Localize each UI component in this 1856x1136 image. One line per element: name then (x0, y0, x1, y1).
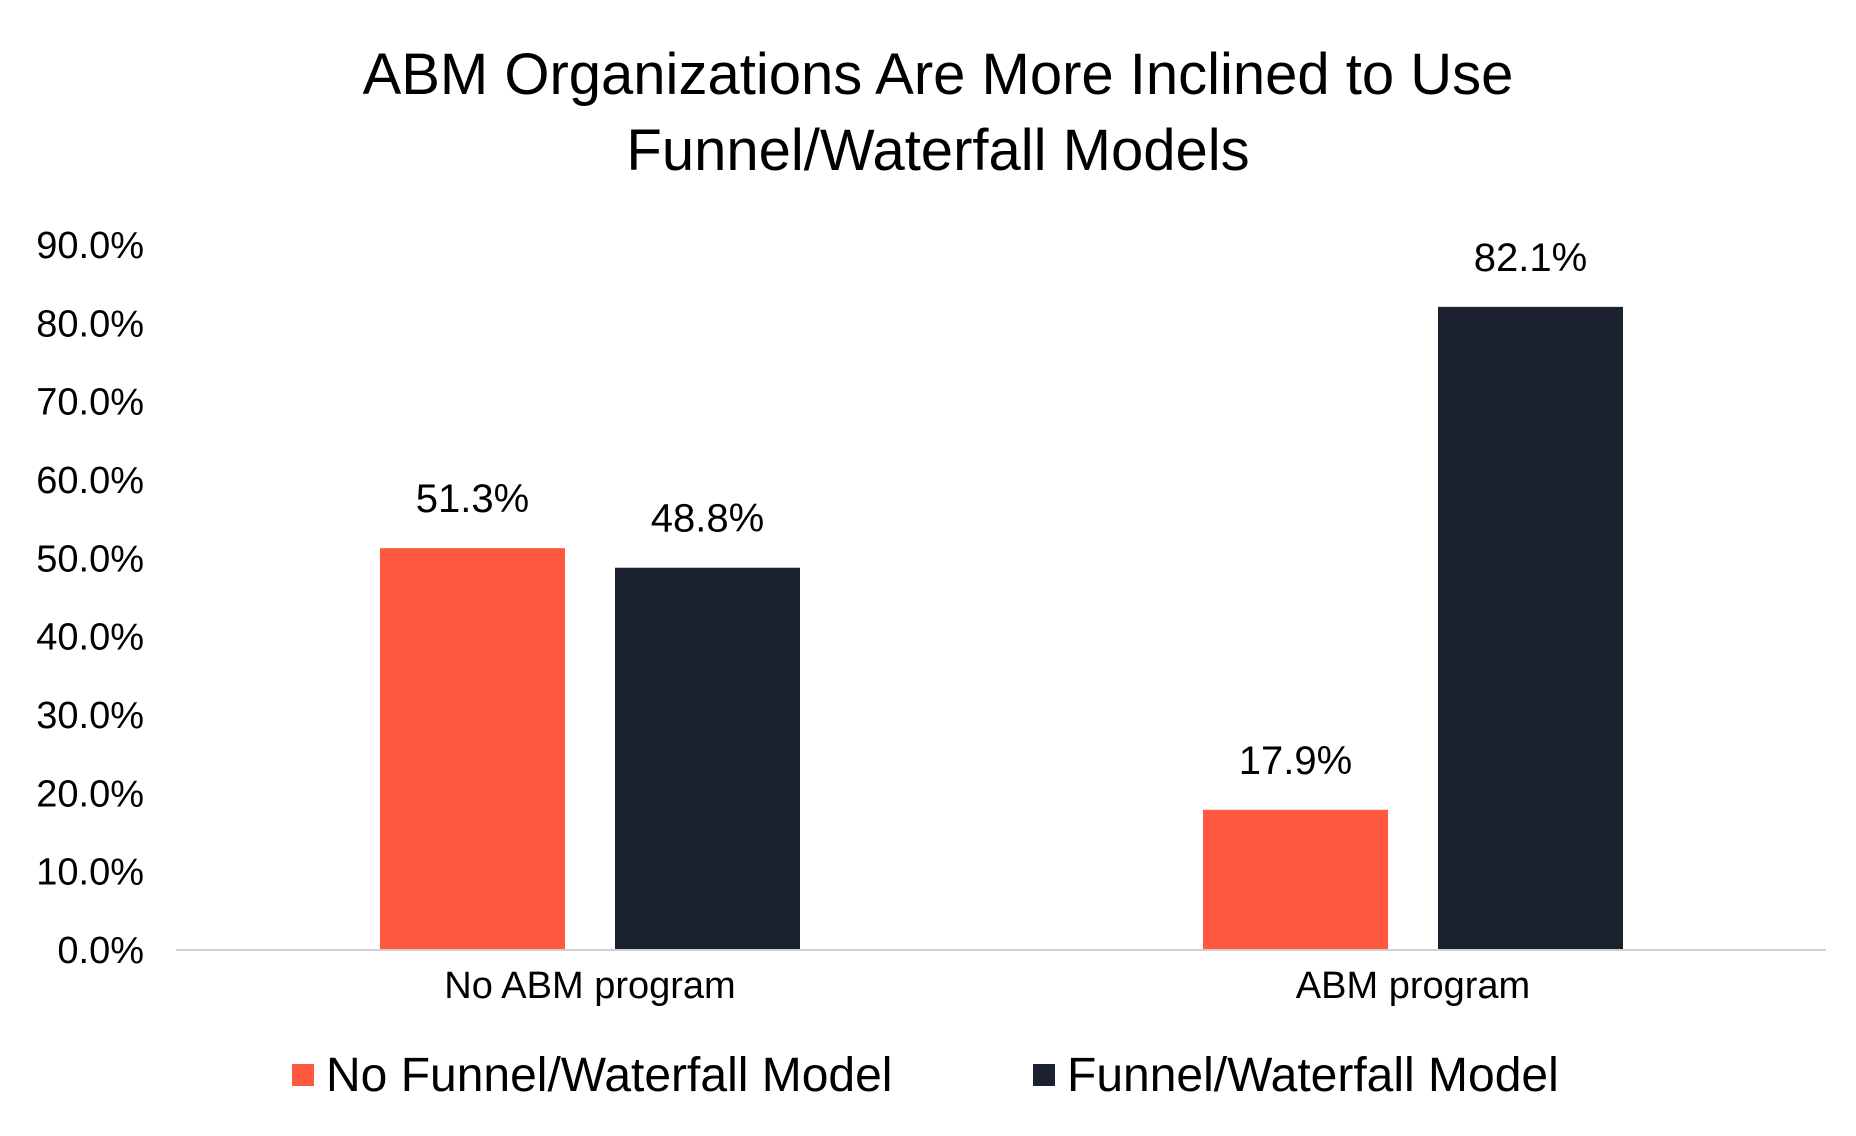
chart-title-line-2: Funnel/Waterfall Models (626, 118, 1249, 183)
bar (1203, 809, 1388, 950)
y-tick-label: 80.0% (36, 303, 144, 345)
y-tick-label: 30.0% (36, 695, 144, 737)
bar-data-label: 82.1% (1474, 236, 1587, 280)
y-tick-label: 60.0% (36, 460, 144, 502)
legend-item: Funnel/Waterfall Model (1033, 1049, 1559, 1102)
legend-label: No Funnel/Waterfall Model (326, 1049, 892, 1102)
bar (1438, 306, 1623, 951)
chart-title-line-1: ABM Organizations Are More Inclined to U… (363, 42, 1514, 107)
bars (380, 306, 1623, 951)
bar (615, 567, 800, 950)
legend-swatch (292, 1064, 314, 1086)
bar-data-label: 17.9% (1239, 739, 1352, 783)
y-axis: 0.0% 10.0% 20.0% 30.0% 40.0% 50.0% 60.0% 70.0% 8… (36, 225, 144, 972)
chart-title: ABM Organizations Are More Inclined to U… (363, 42, 1514, 183)
legend: No Funnel/Waterfall Model Funnel/Waterfal… (292, 1049, 1559, 1102)
y-tick-label: 50.0% (36, 538, 144, 580)
x-category-label: ABM program (1296, 965, 1530, 1007)
legend-item: No Funnel/Waterfall Model (292, 1049, 892, 1102)
bar (380, 548, 565, 950)
x-category-label: No ABM program (444, 965, 735, 1007)
y-tick-label: 0.0% (57, 930, 144, 972)
y-tick-label: 70.0% (36, 382, 144, 424)
legend-label: Funnel/Waterfall Model (1067, 1049, 1559, 1102)
x-axis: No ABM program ABM program (444, 965, 1530, 1007)
y-tick-label: 20.0% (36, 773, 144, 815)
y-tick-label: 40.0% (36, 617, 144, 659)
legend-swatch (1033, 1064, 1055, 1086)
bar-data-label: 48.8% (651, 497, 764, 541)
y-tick-label: 10.0% (36, 852, 144, 894)
bar-labels: 51.3% 48.8% 17.9% 82.1% (416, 236, 1587, 783)
bar-data-label: 51.3% (416, 477, 529, 521)
y-tick-label: 90.0% (36, 225, 144, 267)
